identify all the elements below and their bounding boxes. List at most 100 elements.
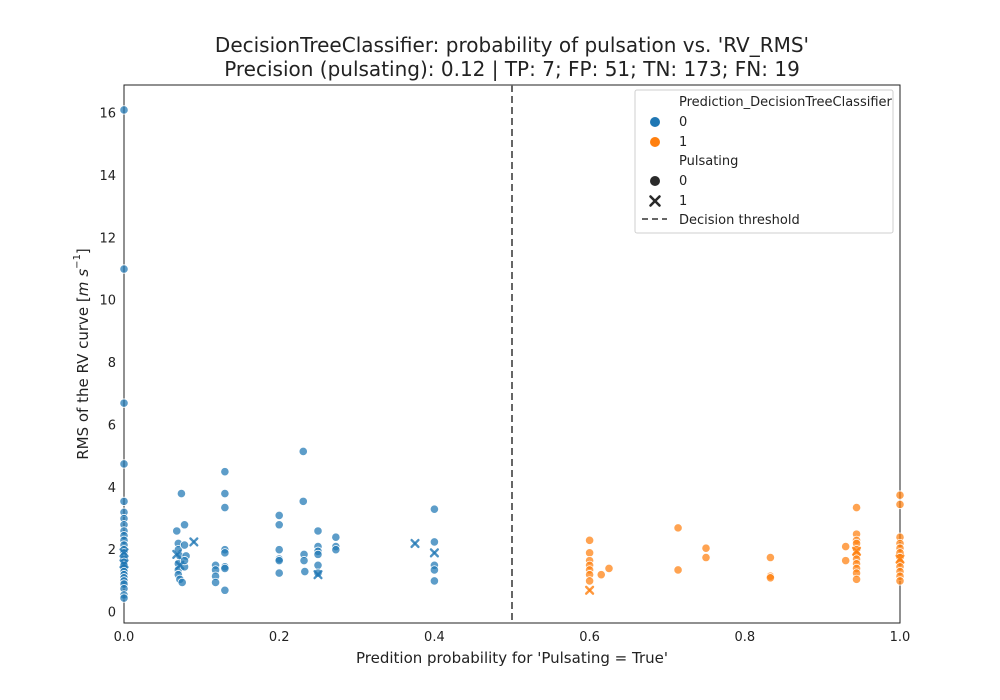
data-point-2-29 xyxy=(895,490,905,500)
data-point-2-10 xyxy=(673,565,683,575)
legend: Prediction_DecisionTreeClassifier 0 1 Pu… xyxy=(634,89,894,234)
y-axis-label-unit-m: m xyxy=(74,282,92,297)
data-point-3-2 xyxy=(895,554,905,564)
data-point-2-8 xyxy=(604,563,614,574)
x-tick-label-1: 0.2 xyxy=(269,630,290,645)
legend-style-0-marker xyxy=(650,176,660,186)
legend-style-title: Pulsating xyxy=(679,154,738,169)
data-point-0-53 xyxy=(220,585,230,595)
points-layer xyxy=(119,105,905,603)
data-point-0-45 xyxy=(210,577,221,588)
data-point-0-77 xyxy=(429,565,439,575)
data-point-0-46 xyxy=(220,467,230,477)
data-point-0-64 xyxy=(300,566,310,577)
data-point-0-0 xyxy=(119,105,129,115)
y-tick-label-6: 12 xyxy=(99,231,116,246)
x-tick-label-3: 0.6 xyxy=(579,630,600,645)
data-point-2-6 xyxy=(584,576,595,586)
data-point-2-13 xyxy=(765,552,776,563)
y-axis-label: RMS of the RV curve [ms−1] xyxy=(72,248,92,460)
data-point-1-4 xyxy=(189,537,199,547)
x-tick-label-0: 0.0 xyxy=(114,630,135,645)
y-tick-label-1: 2 xyxy=(108,543,116,558)
chart-title: DecisionTreeClassifier: probability of p… xyxy=(215,33,809,57)
data-point-0-59 xyxy=(274,568,284,578)
series-1 xyxy=(119,537,439,580)
y-tick-label-3: 6 xyxy=(108,418,116,433)
data-point-0-1 xyxy=(119,264,129,274)
y-tick-label-8: 16 xyxy=(99,107,116,122)
data-point-0-61 xyxy=(298,496,308,506)
x-tick-label-4: 0.8 xyxy=(734,630,755,645)
data-point-0-73 xyxy=(331,545,341,555)
data-point-0-71 xyxy=(331,532,341,542)
data-point-1-5 xyxy=(313,570,323,580)
data-point-0-3 xyxy=(119,459,129,469)
data-point-1-0 xyxy=(119,548,129,558)
data-point-1-6 xyxy=(410,538,420,549)
data-point-0-63 xyxy=(299,556,309,566)
data-point-0-26 xyxy=(119,593,129,603)
x-axis-label: Predition probability for 'Pulsating = T… xyxy=(356,649,668,667)
data-point-2-12 xyxy=(701,552,711,563)
data-point-3-1 xyxy=(851,546,862,556)
data-point-0-54 xyxy=(274,510,284,521)
x-ticks-layer: 0.0 0.2 0.4 0.6 0.8 1.0 xyxy=(114,630,911,645)
data-point-0-68 xyxy=(313,549,323,559)
data-point-2-15 xyxy=(765,573,776,583)
legend-hue-1-label: 1 xyxy=(679,135,687,150)
data-point-2-17 xyxy=(841,556,851,566)
data-point-0-78 xyxy=(429,576,439,586)
data-point-2-1 xyxy=(584,548,595,558)
y-tick-label-0: 0 xyxy=(108,606,116,621)
data-point-2-40 xyxy=(895,576,905,586)
legend-hue-0-label: 0 xyxy=(679,115,687,130)
legend-hue-1-marker xyxy=(650,137,660,147)
series-3 xyxy=(585,546,905,595)
data-point-2-30 xyxy=(895,499,905,510)
data-point-0-2 xyxy=(119,398,129,408)
data-point-2-18 xyxy=(851,503,862,513)
data-point-0-56 xyxy=(274,545,284,555)
data-point-2-16 xyxy=(841,541,851,552)
data-point-0-35 xyxy=(177,577,187,588)
data-point-0-52 xyxy=(220,563,230,574)
y-ticks-layer: 0 2 4 6 8 10 12 14 16 xyxy=(99,107,116,621)
y-axis-label-unit-exp: −1 xyxy=(72,254,83,269)
y-axis-label-prefix: RMS of the RV curve [ xyxy=(74,296,92,460)
data-point-0-50 xyxy=(220,548,230,558)
data-point-1-7 xyxy=(429,548,439,558)
x-tick-label-5: 1.0 xyxy=(890,630,911,645)
data-point-2-0 xyxy=(584,535,595,545)
data-point-0-27 xyxy=(172,526,182,536)
series-0 xyxy=(119,105,439,603)
legend-hue-title: Prediction_DecisionTreeClassifier xyxy=(679,95,893,110)
data-point-0-65 xyxy=(313,526,323,536)
data-point-0-60 xyxy=(298,446,308,457)
legend-style-1-marker xyxy=(649,195,661,207)
data-point-2-9 xyxy=(673,523,683,533)
data-point-0-37 xyxy=(179,520,190,530)
chart-subtitle: Precision (pulsating): 0.12 | TP: 7; FP:… xyxy=(224,57,800,81)
y-tick-label-4: 8 xyxy=(108,356,116,371)
y-tick-label-7: 14 xyxy=(99,169,116,184)
data-point-1-1 xyxy=(119,559,129,569)
data-point-0-47 xyxy=(220,488,230,499)
data-point-0-36 xyxy=(176,488,187,499)
legend-style-0-label: 0 xyxy=(679,174,687,189)
data-point-0-74 xyxy=(429,504,439,514)
data-point-0-48 xyxy=(220,503,230,513)
data-point-0-55 xyxy=(274,520,284,530)
legend-hue-0-marker xyxy=(650,117,660,127)
data-point-2-11 xyxy=(701,543,711,553)
legend-style-1-label: 1 xyxy=(679,194,687,209)
y-tick-label-5: 10 xyxy=(99,294,116,309)
y-tick-label-2: 4 xyxy=(108,481,116,496)
data-point-1-3 xyxy=(175,560,185,570)
data-point-3-0 xyxy=(585,585,595,595)
data-point-0-38 xyxy=(179,540,190,550)
data-point-0-69 xyxy=(313,560,323,570)
y-axis-label-suffix: ] xyxy=(74,248,92,254)
